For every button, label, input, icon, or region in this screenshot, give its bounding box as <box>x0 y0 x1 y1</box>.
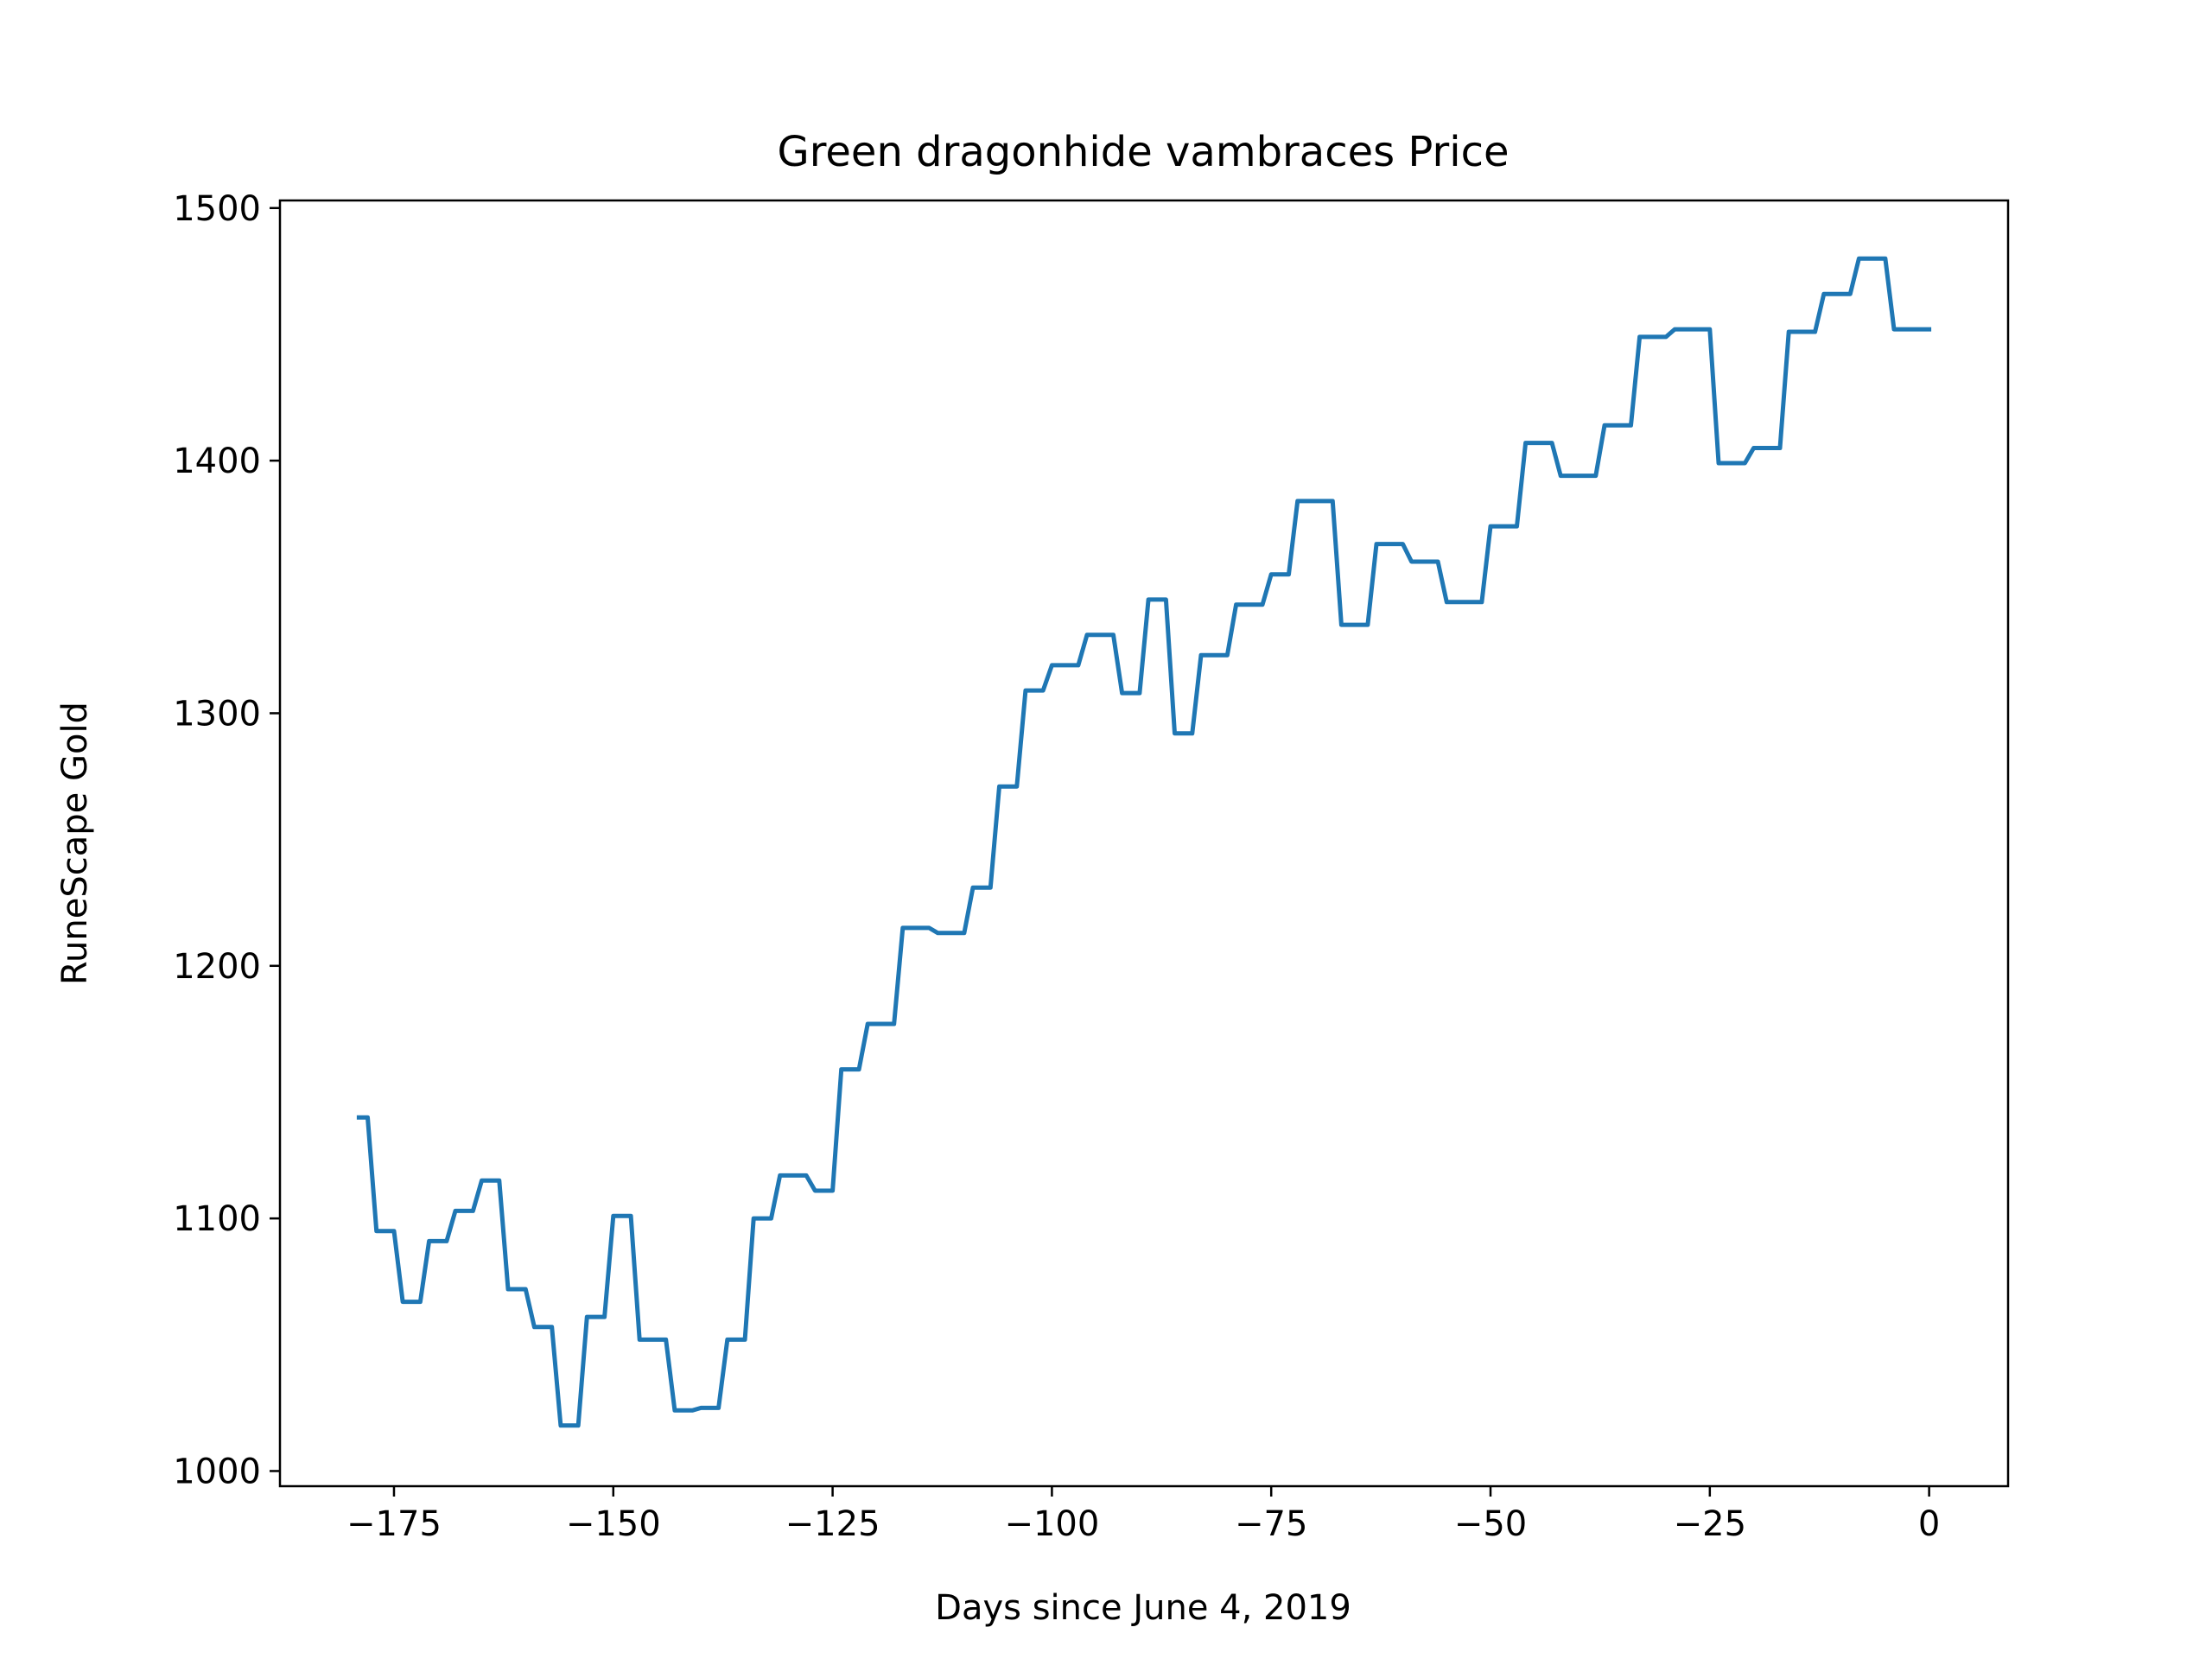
x-tick-label: −150 <box>566 1504 661 1544</box>
y-tick-label: 1000 <box>173 1452 261 1491</box>
x-axis-ticks: −175 −150 −125 −100 −75 −50 −25 0 <box>346 1486 1940 1544</box>
y-tick-label: 1300 <box>173 694 261 734</box>
y-tick-label: 1200 <box>173 947 261 987</box>
y-tick-label: 1500 <box>173 189 261 229</box>
plot-area <box>356 256 1932 1428</box>
x-tick-label: −75 <box>1235 1504 1307 1544</box>
x-tick-label: −50 <box>1454 1504 1527 1544</box>
chart-title: Green dragonhide vambraces Price <box>778 128 1510 176</box>
x-tick-label: 0 <box>1918 1504 1940 1544</box>
x-axis-label: Days since June 4, 2019 <box>935 1588 1351 1628</box>
axes-frame <box>278 199 2010 1488</box>
x-tick-label: −100 <box>1004 1504 1099 1544</box>
y-tick-label: 1100 <box>173 1199 261 1239</box>
y-axis-ticks: 1000 1100 1200 1300 1400 1500 <box>173 189 280 1491</box>
x-tick-label: −125 <box>785 1504 880 1544</box>
x-tick-label: −175 <box>346 1504 442 1544</box>
y-tick-label: 1400 <box>173 442 261 481</box>
x-tick-label: −25 <box>1674 1504 1746 1544</box>
y-axis-label: RuneScape Gold <box>55 702 95 985</box>
price-series-line <box>356 256 1932 1428</box>
